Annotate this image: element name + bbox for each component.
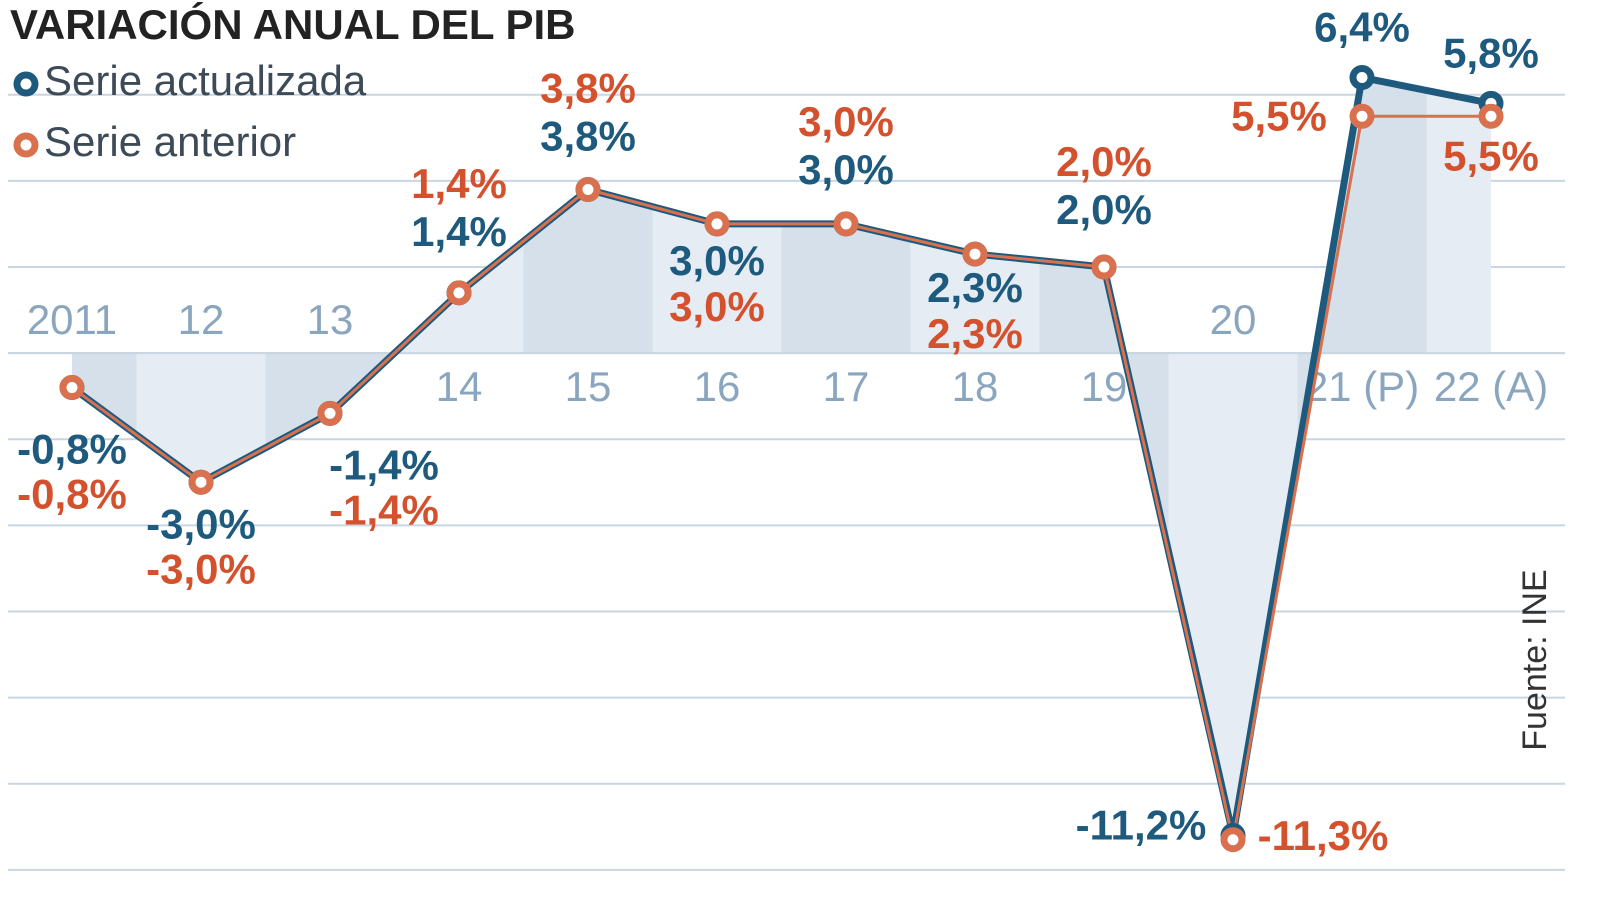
area [72,77,1491,836]
value-label: -0,8% [17,426,127,473]
area-band [1039,77,1169,836]
value-label: 2,3% [927,310,1023,357]
value-label: 2,0% [1056,138,1152,185]
x-tick-label: 20 [1210,296,1257,343]
value-label: 5,8% [1443,29,1539,76]
value-label: 3,0% [669,283,765,330]
x-tick-label: 2011 [27,296,117,343]
legend-label: Serie anterior [44,118,296,165]
legend-marker [13,71,39,97]
x-tick-label: 15 [565,363,612,410]
value-label: 3,0% [669,237,765,284]
x-tick-label: 13 [307,296,354,343]
point-marker [833,211,859,237]
x-tick-label: 17 [823,363,870,410]
value-label: 3,8% [540,65,636,112]
point-marker [59,375,85,401]
value-label: 6,4% [1314,4,1410,51]
point-marker [1349,65,1375,91]
x-tick-label: 18 [952,363,999,410]
value-label: 1,4% [411,208,507,255]
x-tick-label: 22 (A) [1434,363,1548,410]
point-marker [317,400,343,426]
x-tick-label: 12 [178,296,225,343]
point-marker [188,469,214,495]
legend-label: Serie actualizada [44,57,367,104]
x-tick-label: 19 [1081,363,1128,410]
value-label: -3,0% [146,500,256,547]
value-label: 3,0% [798,98,894,145]
value-label: -1,4% [329,441,439,488]
value-label: 3,8% [540,113,636,160]
value-label: 5,5% [1231,92,1327,139]
x-tick-label: 21 (P) [1305,363,1419,410]
x-tick-label: 16 [694,363,741,410]
point-marker [1349,103,1375,129]
value-label: -11,3% [1258,812,1389,859]
point-marker [575,176,601,202]
value-label: -11,2% [1076,802,1207,849]
source-note: Fuente: INE [1516,569,1554,750]
point-marker [1478,103,1504,129]
chart-title: VARIACIÓN ANUAL DEL PIB [10,0,575,48]
value-label: 2,0% [1056,186,1152,233]
value-label: -1,4% [329,486,439,533]
point-marker [962,241,988,267]
point-marker [1220,827,1246,853]
point-marker [446,280,472,306]
value-label: 2,3% [927,264,1023,311]
series-line [71,114,1491,842]
value-label: -3,0% [146,545,256,592]
point-marker [1091,254,1117,280]
point-marker [704,211,730,237]
legend-marker [13,132,39,158]
value-label: 1,4% [411,160,507,207]
x-tick-label: 14 [436,363,483,410]
value-label: 5,5% [1443,132,1539,179]
value-label: 3,0% [798,146,894,193]
value-label: -0,8% [17,471,127,518]
